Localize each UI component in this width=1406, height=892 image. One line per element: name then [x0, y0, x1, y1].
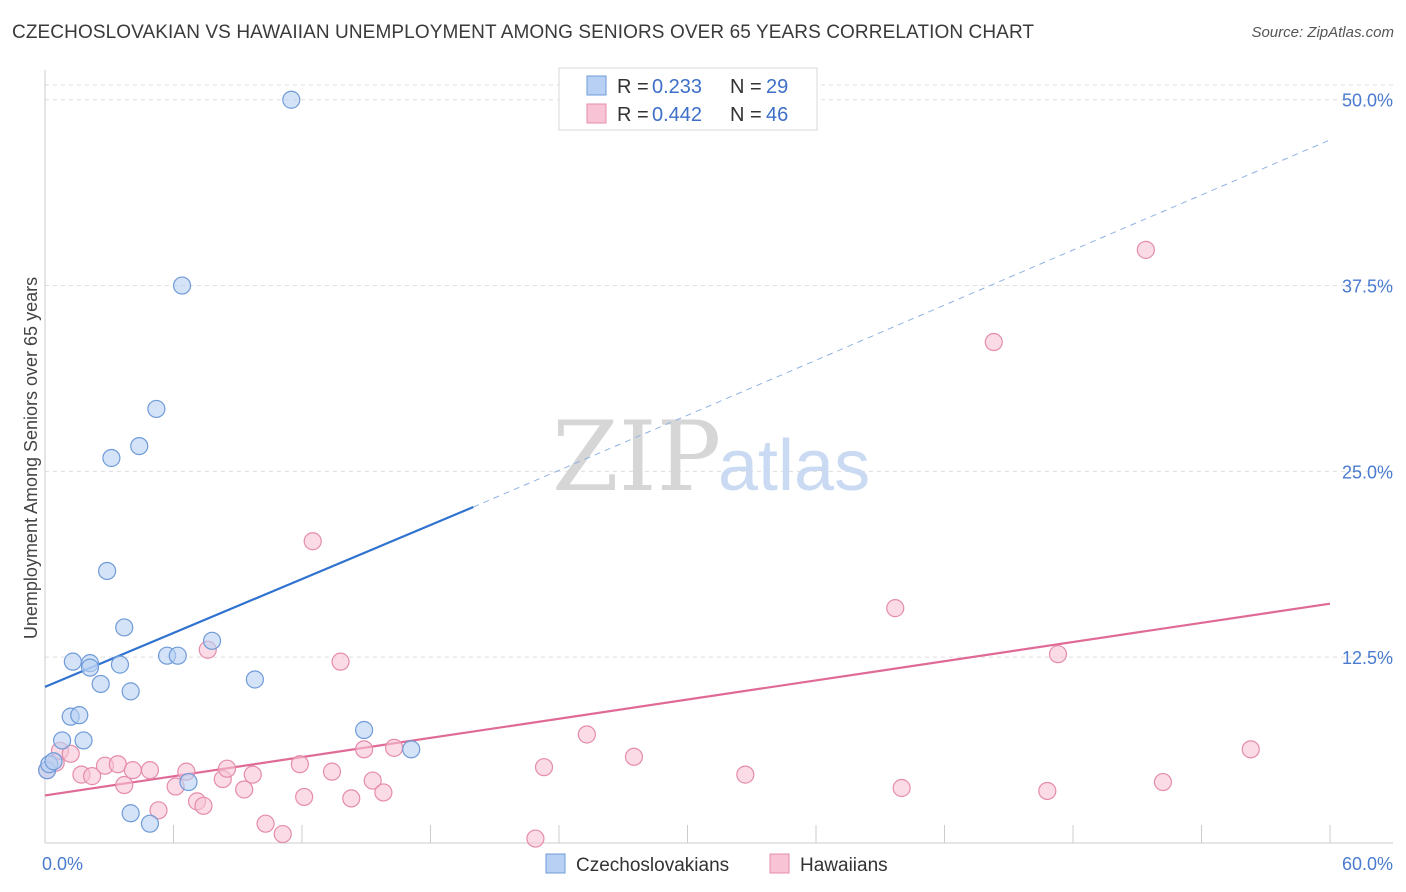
point-hawaiian-20	[243, 765, 262, 784]
point-hawaiian-43	[1136, 240, 1155, 259]
series-label-czechoslovakians: Czechoslovakians	[576, 855, 729, 876]
point-czechoslovakian-11	[110, 655, 130, 674]
y-tick-labels: 12.5% 25.0% 37.5% 50.0%	[1342, 91, 1393, 668]
point-hawaiian-3	[61, 744, 80, 763]
chart-title: CZECHOSLOVAKIAN VS HAWAIIAN UNEMPLOYMENT…	[12, 22, 1035, 43]
legend-r-label-1: R =	[617, 76, 649, 98]
point-hawaiian-26	[322, 762, 342, 781]
y-tick-label-3: 50.0%	[1342, 91, 1393, 111]
point-hawaiian-22	[273, 824, 292, 844]
point-hawaiian-36	[624, 747, 644, 766]
point-czechoslovakian-13	[115, 618, 134, 637]
legend-r-value-1: 0.233	[652, 76, 702, 98]
point-czechoslovakian-20	[202, 631, 222, 650]
point-hawaiian-38	[886, 599, 905, 618]
x-tick-label-1: 60.0%	[1342, 854, 1393, 874]
point-czechoslovakian-21	[172, 276, 192, 295]
watermark-atlas: atlas	[718, 426, 870, 506]
point-hawaiian-25	[303, 532, 322, 551]
point-czechoslovakian-28	[140, 814, 160, 833]
watermark: ZIP atlas	[552, 401, 870, 513]
point-hawaiian-18	[217, 759, 237, 778]
point-czechoslovakian-16	[147, 399, 166, 419]
point-hawaiian-19	[235, 780, 254, 799]
point-hawaiian-34	[534, 758, 554, 777]
grid	[45, 84, 1393, 658]
watermark-zip: ZIP	[552, 401, 721, 513]
legend-swatch-pink	[586, 103, 607, 124]
point-czechoslovakian-26	[179, 772, 198, 792]
trend-line-czechoslovakians	[44, 506, 474, 688]
point-czechoslovakian-2	[44, 752, 63, 771]
point-hawaiian-31	[374, 783, 393, 802]
legend-n-label-2: N =	[730, 104, 762, 126]
point-czechoslovakian-8	[80, 658, 100, 677]
point-hawaiian-45	[1241, 740, 1260, 759]
point-hawaiian-30	[363, 771, 382, 790]
point-hawaiian-37	[736, 765, 755, 784]
point-czechoslovakian-3	[53, 731, 72, 750]
series-swatch-hawaiians	[769, 853, 790, 874]
point-hawaiian-15	[194, 796, 213, 815]
point-hawaiian-8	[115, 775, 134, 795]
y-axis-label: Unemployment Among Seniors over 65 years	[21, 277, 41, 639]
point-czechoslovakian-23	[282, 90, 301, 109]
point-czechoslovakian-5	[70, 706, 89, 725]
legend-n-value-2: 46	[766, 104, 788, 126]
legend-r-label-2: R =	[617, 104, 649, 126]
point-hawaiian-11	[149, 801, 168, 820]
point-hawaiian-40	[984, 332, 1003, 352]
legend-swatch-blue	[586, 75, 607, 96]
point-hawaiian-35	[577, 725, 596, 744]
y-tick-label-1: 25.0%	[1342, 462, 1393, 482]
point-czechoslovakian-9	[74, 731, 93, 750]
axes	[44, 70, 1393, 844]
point-hawaiian-5	[83, 767, 102, 786]
point-hawaiian-29	[355, 740, 374, 759]
point-hawaiian-42	[1038, 781, 1057, 801]
legend-r-value-2: 0.442	[652, 104, 702, 126]
point-czechoslovakian-10	[91, 674, 110, 694]
x-tick-labels: 0.0% 60.0%	[42, 854, 1393, 874]
series-label-hawaiians: Hawaiians	[800, 855, 888, 876]
point-hawaiian-28	[342, 789, 361, 808]
trend-line-hawaiians	[44, 602, 1331, 797]
point-czechoslovakian-27	[121, 804, 140, 823]
point-czechoslovakian-22	[245, 670, 264, 689]
legend-n-value-1: 29	[766, 76, 788, 98]
source-label: Source: ZipAtlas.com	[1251, 24, 1394, 41]
point-hawaiian-10	[140, 761, 160, 780]
point-hawaiian-32	[384, 738, 404, 757]
trend-extension-czechoslovakians	[473, 139, 1331, 508]
point-hawaiian-27	[331, 652, 350, 671]
point-czechoslovakian-19	[168, 646, 187, 665]
point-hawaiian-41	[1048, 645, 1068, 664]
point-hawaiian-39	[892, 778, 911, 798]
series-swatch-czechoslovakians	[545, 853, 566, 874]
y-tick-label-0: 12.5%	[1342, 648, 1393, 668]
point-hawaiian-24	[295, 787, 314, 807]
legend: R = 0.233 N = 29 R = 0.442 N = 46	[558, 67, 818, 131]
point-hawaiian-44	[1153, 772, 1173, 792]
point-hawaiian-9	[123, 761, 142, 780]
point-hawaiian-33	[526, 829, 545, 848]
point-czechoslovakian-6	[63, 652, 82, 671]
point-czechoslovakian-12	[98, 561, 117, 581]
point-czechoslovakian-15	[130, 436, 149, 456]
legend-n-label-1: N =	[730, 76, 762, 98]
point-czechoslovakian-17	[121, 682, 140, 701]
point-hawaiian-21	[256, 814, 275, 833]
point-czechoslovakian-14	[102, 448, 121, 468]
point-hawaiian-23	[290, 755, 309, 774]
point-czechoslovakian-25	[402, 740, 421, 759]
data-points	[38, 90, 1260, 848]
x-tick-label-0: 0.0%	[42, 854, 83, 874]
y-tick-label-2: 37.5%	[1342, 277, 1393, 297]
series-legend: Czechoslovakians Hawaiians	[545, 853, 888, 876]
point-czechoslovakian-24	[355, 720, 374, 740]
